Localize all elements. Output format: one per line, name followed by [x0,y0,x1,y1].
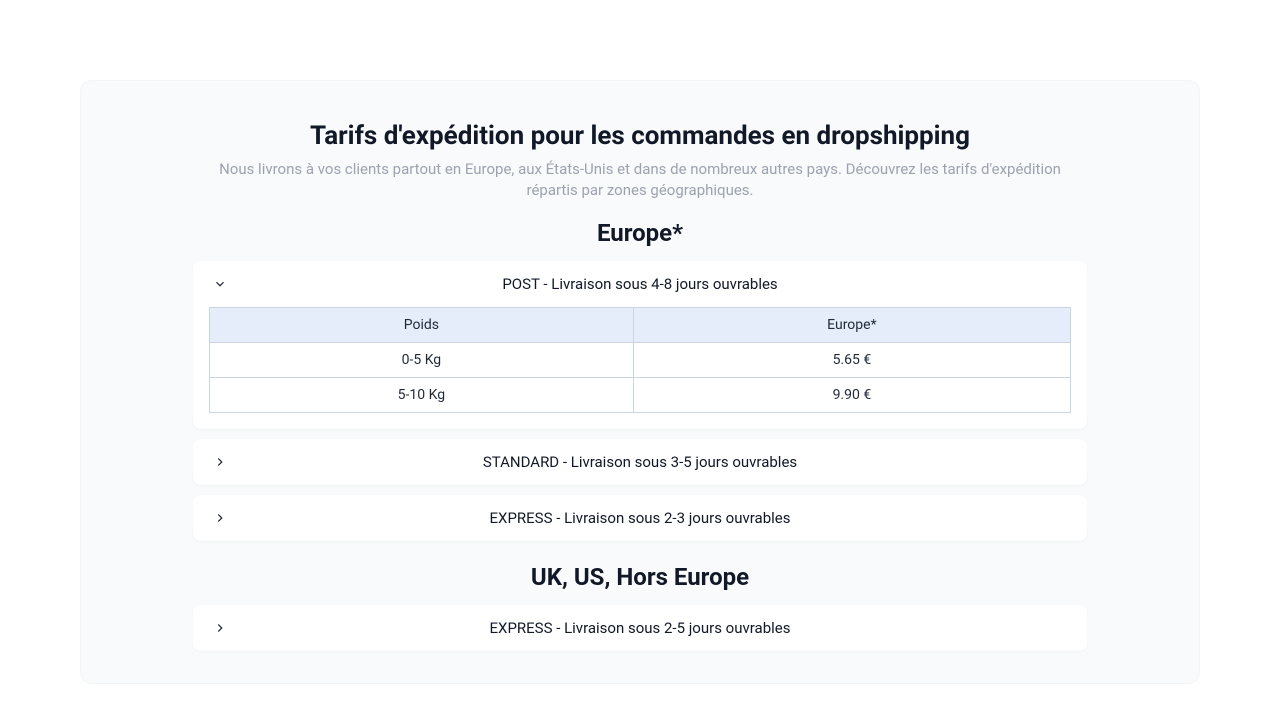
accordion-item-express-world: EXPRESS - Livraison sous 2-5 jours ouvra… [193,605,1087,651]
accordion-label: STANDARD - Livraison sous 3-5 jours ouvr… [213,453,1067,471]
page-subtitle: Nous livrons à vos clients partout en Eu… [193,159,1087,201]
chevron-right-icon [213,621,227,635]
accordion-header-express-world[interactable]: EXPRESS - Livraison sous 2-5 jours ouvra… [193,605,1087,651]
region-title-europe: Europe* [193,219,1087,247]
table-cell: 5-10 Kg [210,378,634,413]
chevron-right-icon [213,455,227,469]
table-cell: 0-5 Kg [210,343,634,378]
table-row: 5-10 Kg 9.90 € [210,378,1071,413]
chevron-down-icon [213,277,227,291]
table-cell: 9.90 € [633,378,1070,413]
accordion-header-express-eu[interactable]: EXPRESS - Livraison sous 2-3 jours ouvra… [193,495,1087,541]
table-col-weight: Poids [210,308,634,343]
page-title: Tarifs d'expédition pour les commandes e… [193,121,1087,151]
accordion-item-post: POST - Livraison sous 4-8 jours ouvrable… [193,261,1087,429]
accordion-item-standard: STANDARD - Livraison sous 3-5 jours ouvr… [193,439,1087,485]
accordion-body-post: Poids Europe* 0-5 Kg 5.65 € 5-10 Kg [193,307,1087,429]
table-col-europe: Europe* [633,308,1070,343]
accordion-uk-us: EXPRESS - Livraison sous 2-5 jours ouvra… [193,605,1087,651]
shipping-rates-card: Tarifs d'expédition pour les commandes e… [80,80,1200,684]
accordion-header-post[interactable]: POST - Livraison sous 4-8 jours ouvrable… [193,261,1087,307]
accordion-item-express-eu: EXPRESS - Livraison sous 2-3 jours ouvra… [193,495,1087,541]
rates-table-post: Poids Europe* 0-5 Kg 5.65 € 5-10 Kg [209,307,1071,413]
accordion-header-standard[interactable]: STANDARD - Livraison sous 3-5 jours ouvr… [193,439,1087,485]
region-title-uk-us: UK, US, Hors Europe [193,563,1087,591]
accordion-label: EXPRESS - Livraison sous 2-3 jours ouvra… [213,509,1067,527]
page-wrapper: Tarifs d'expédition pour les commandes e… [0,0,1280,724]
table-row: 0-5 Kg 5.65 € [210,343,1071,378]
accordion-label: POST - Livraison sous 4-8 jours ouvrable… [213,275,1067,293]
chevron-right-icon [213,511,227,525]
accordion-europe: POST - Livraison sous 4-8 jours ouvrable… [193,261,1087,541]
table-cell: 5.65 € [633,343,1070,378]
accordion-label: EXPRESS - Livraison sous 2-5 jours ouvra… [213,619,1067,637]
table-header-row: Poids Europe* [210,308,1071,343]
